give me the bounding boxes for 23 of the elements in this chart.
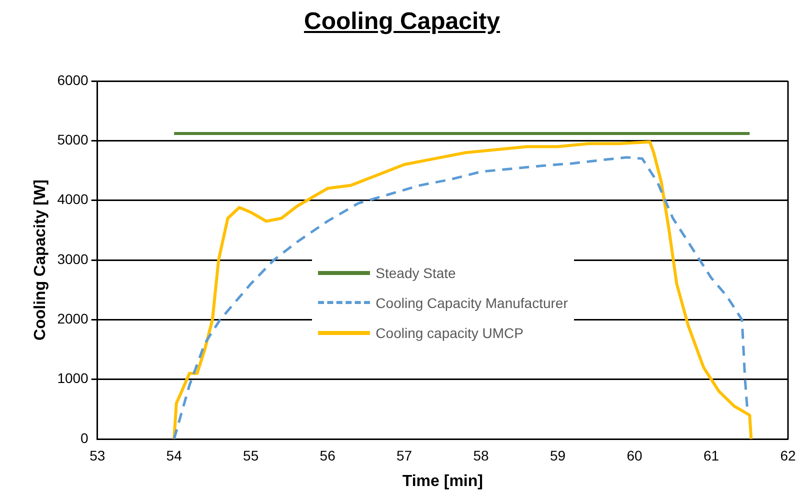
x-axis-title: Time [min] (402, 472, 483, 490)
x-tick-label: 56 (320, 447, 336, 464)
x-tick-label: 62 (780, 447, 796, 464)
legend-label: Cooling Capacity Manufacturer (376, 294, 568, 311)
y-tick-label: 5000 (57, 132, 89, 148)
y-tick-label: 4000 (57, 191, 89, 208)
y-tick-label: 1000 (57, 370, 89, 386)
x-tick-label: 60 (626, 447, 643, 464)
chart-title: Cooling Capacity (302, 8, 502, 36)
y-tick-label: 3000 (57, 250, 89, 267)
legend-label: Cooling capacity UMCP (376, 324, 524, 341)
x-tick-label: 61 (703, 447, 720, 464)
x-tick-label: 55 (243, 447, 259, 464)
x-tick-label: 59 (550, 447, 566, 464)
y-axis-title: Cooling Capacity [W] (32, 180, 50, 340)
x-tick-label: 58 (473, 447, 490, 464)
y-tick-label: 2000 (57, 310, 89, 327)
y-tick-label: 0 (80, 430, 89, 446)
y-tick-label: 6000 (57, 72, 89, 88)
legend-label: Steady State (376, 264, 456, 281)
x-tick-label: 57 (396, 447, 412, 464)
x-tick-label: 54 (166, 447, 182, 464)
x-tick-label: 53 (90, 447, 106, 464)
